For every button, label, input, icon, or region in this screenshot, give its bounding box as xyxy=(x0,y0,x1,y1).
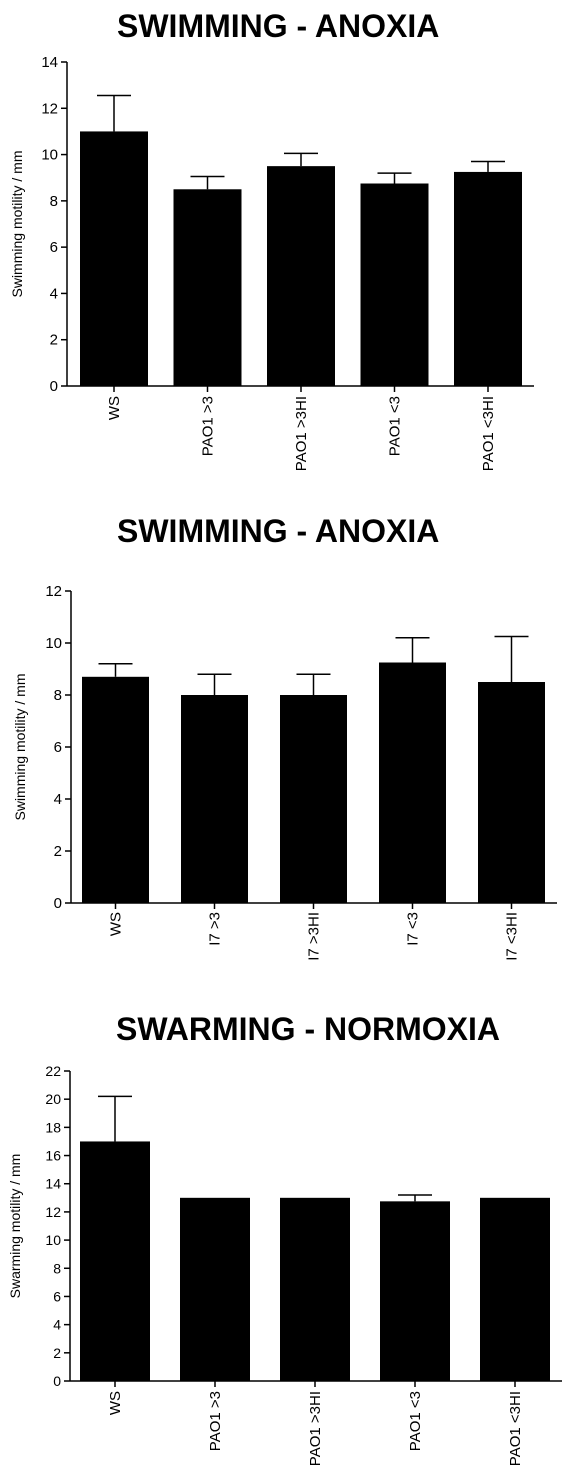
bar-chart-swimming-anoxia-pao1: 0 2 4 6 8 10 12 14 Swimming motility / mm WS PAO1 … xyxy=(9,54,534,471)
x-tick-label: PAO1 >3HI xyxy=(307,1391,324,1466)
x-tick-label: I7 >3HI xyxy=(306,912,323,961)
y-tick-label: 12 xyxy=(45,583,62,600)
y-tick-label: 4 xyxy=(53,1317,61,1333)
bar xyxy=(280,1197,350,1381)
y-tick-label: 8 xyxy=(54,687,62,704)
x-tick-label: I7 <3 xyxy=(405,912,422,946)
y-tick-label: 8 xyxy=(50,193,58,210)
bar xyxy=(478,682,545,903)
y-tick-label: 22 xyxy=(45,1063,61,1079)
y-tick-label: 18 xyxy=(45,1119,61,1135)
bar xyxy=(454,171,522,386)
y-tick-label: 12 xyxy=(45,1204,61,1220)
y-tick-label: 14 xyxy=(45,1176,61,1192)
y-axis-label: Swimming motility / mm xyxy=(9,150,25,297)
bar xyxy=(80,1141,150,1381)
y-tick-label: 12 xyxy=(41,100,58,117)
bar-chart-swimming-anoxia-i7: 0 2 4 6 8 10 12 Swimming motility / mm WS I7 >3 I7… xyxy=(12,583,557,961)
x-tick-label: I7 <3HI xyxy=(504,912,521,961)
x-tick-label: WS xyxy=(107,1391,124,1415)
x-tick-label: PAO1 <3 xyxy=(407,1391,424,1451)
x-tick-label: PAO1 <3 xyxy=(387,396,404,456)
y-tick-label: 4 xyxy=(50,285,58,302)
chart-panel-1: SWIMMING - ANOXIA 0 2 4 6 8 10 12 14 Swimming mo… xyxy=(0,0,575,495)
chart-title-2: SWIMMING - ANOXIA xyxy=(117,513,440,549)
y-axis-label: Swarming motility / mm xyxy=(7,1154,23,1299)
bar xyxy=(181,695,248,903)
bar xyxy=(173,189,242,386)
bar xyxy=(82,676,149,903)
y-axis-label: Swimming motility / mm xyxy=(12,673,28,820)
x-tick-label: WS xyxy=(108,912,125,936)
y-tick-label: 6 xyxy=(54,739,62,756)
x-tick-label: PAO1 >3HI xyxy=(293,396,310,471)
y-tick-label: 2 xyxy=(50,332,58,349)
y-tick-label: 10 xyxy=(45,1232,61,1248)
chart-panel-2: SWIMMING - ANOXIA 0 2 4 6 8 10 12 Swimming moti… xyxy=(0,495,575,975)
chart-title-1: SWIMMING - ANOXIA xyxy=(117,8,440,44)
y-tick-label: 14 xyxy=(41,54,58,71)
bar-chart-swarming-normoxia: 0 2 4 6 8 10 12 14 16 18 20 22 Swarming motility / m… xyxy=(7,1063,562,1466)
y-tick-label: 20 xyxy=(45,1091,61,1107)
y-tick-label: 10 xyxy=(41,147,58,164)
y-tick-label: 2 xyxy=(53,1345,61,1361)
y-tick-label: 16 xyxy=(45,1148,61,1164)
y-tick-label: 6 xyxy=(53,1288,61,1304)
y-tick-label: 2 xyxy=(54,843,62,860)
bar xyxy=(480,1197,550,1381)
bar xyxy=(280,695,347,903)
y-tick-label: 0 xyxy=(53,1373,61,1389)
x-tick-label: PAO1 >3 xyxy=(207,1391,224,1451)
bar xyxy=(380,1201,450,1381)
chart-title-3: SWARMING - NORMOXIA xyxy=(116,1011,500,1047)
y-tick-label: 6 xyxy=(50,239,58,256)
y-tick-label: 0 xyxy=(50,378,58,395)
x-tick-label: PAO1 <3HI xyxy=(480,396,497,471)
chart-panel-3: SWARMING - NORMOXIA 0 2 4 6 8 10 12 14 16 18 20 22 S… xyxy=(0,975,575,1481)
y-tick-label: 4 xyxy=(54,791,62,808)
bar xyxy=(360,183,429,386)
bar xyxy=(80,131,148,386)
y-tick-label: 0 xyxy=(54,895,62,912)
x-tick-label: PAO1 <3HI xyxy=(507,1391,524,1466)
x-tick-label: I7 >3 xyxy=(207,912,224,946)
y-tick-label: 10 xyxy=(45,635,62,652)
bar xyxy=(267,166,335,386)
bar xyxy=(379,662,446,903)
y-tick-label: 8 xyxy=(53,1260,61,1276)
x-tick-label: PAO1 >3 xyxy=(200,396,217,456)
x-tick-label: WS xyxy=(106,396,123,420)
bar xyxy=(180,1197,250,1381)
